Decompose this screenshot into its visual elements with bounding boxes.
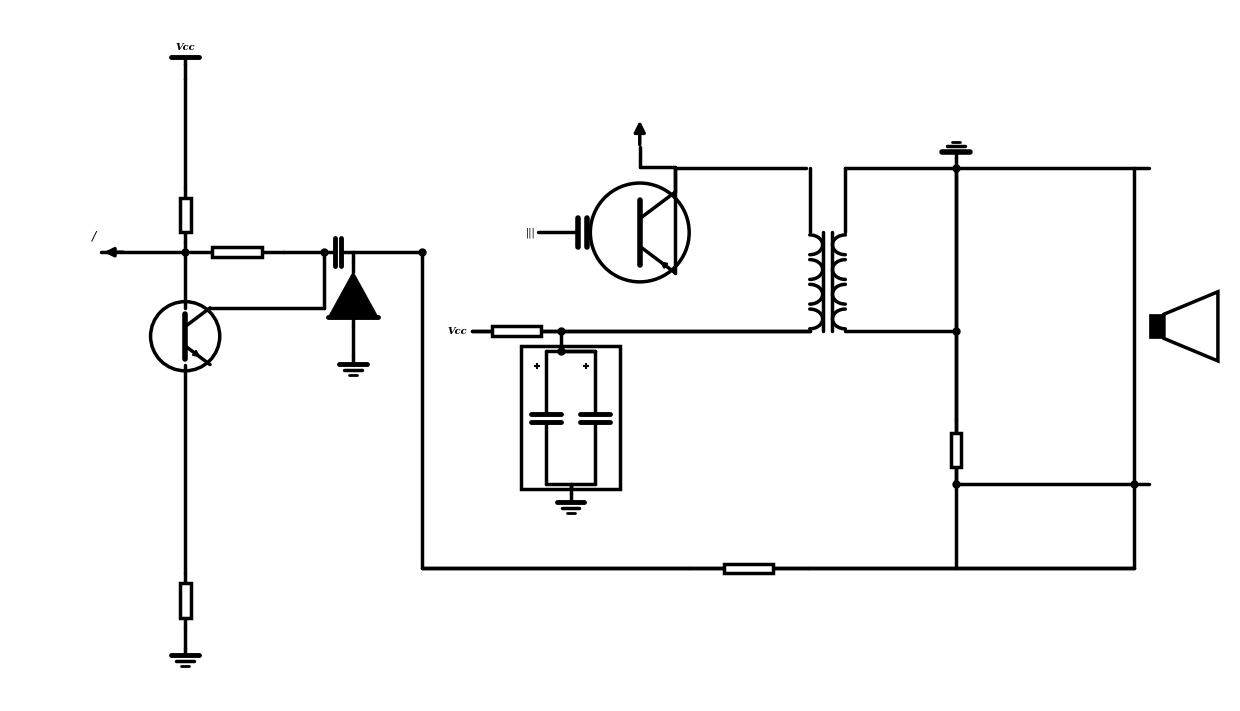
Text: |||: ||| bbox=[526, 228, 534, 237]
Bar bbox=[724, 564, 774, 573]
Polygon shape bbox=[329, 272, 378, 316]
Bar bbox=[180, 583, 191, 618]
Bar bbox=[1148, 314, 1164, 338]
Bar bbox=[951, 432, 961, 467]
Bar bbox=[521, 346, 620, 489]
Bar bbox=[491, 326, 541, 336]
Text: Vcc: Vcc bbox=[175, 43, 195, 52]
Text: /: / bbox=[92, 230, 97, 242]
Text: Vcc: Vcc bbox=[448, 327, 466, 336]
Bar bbox=[180, 198, 191, 232]
Bar bbox=[212, 247, 262, 257]
